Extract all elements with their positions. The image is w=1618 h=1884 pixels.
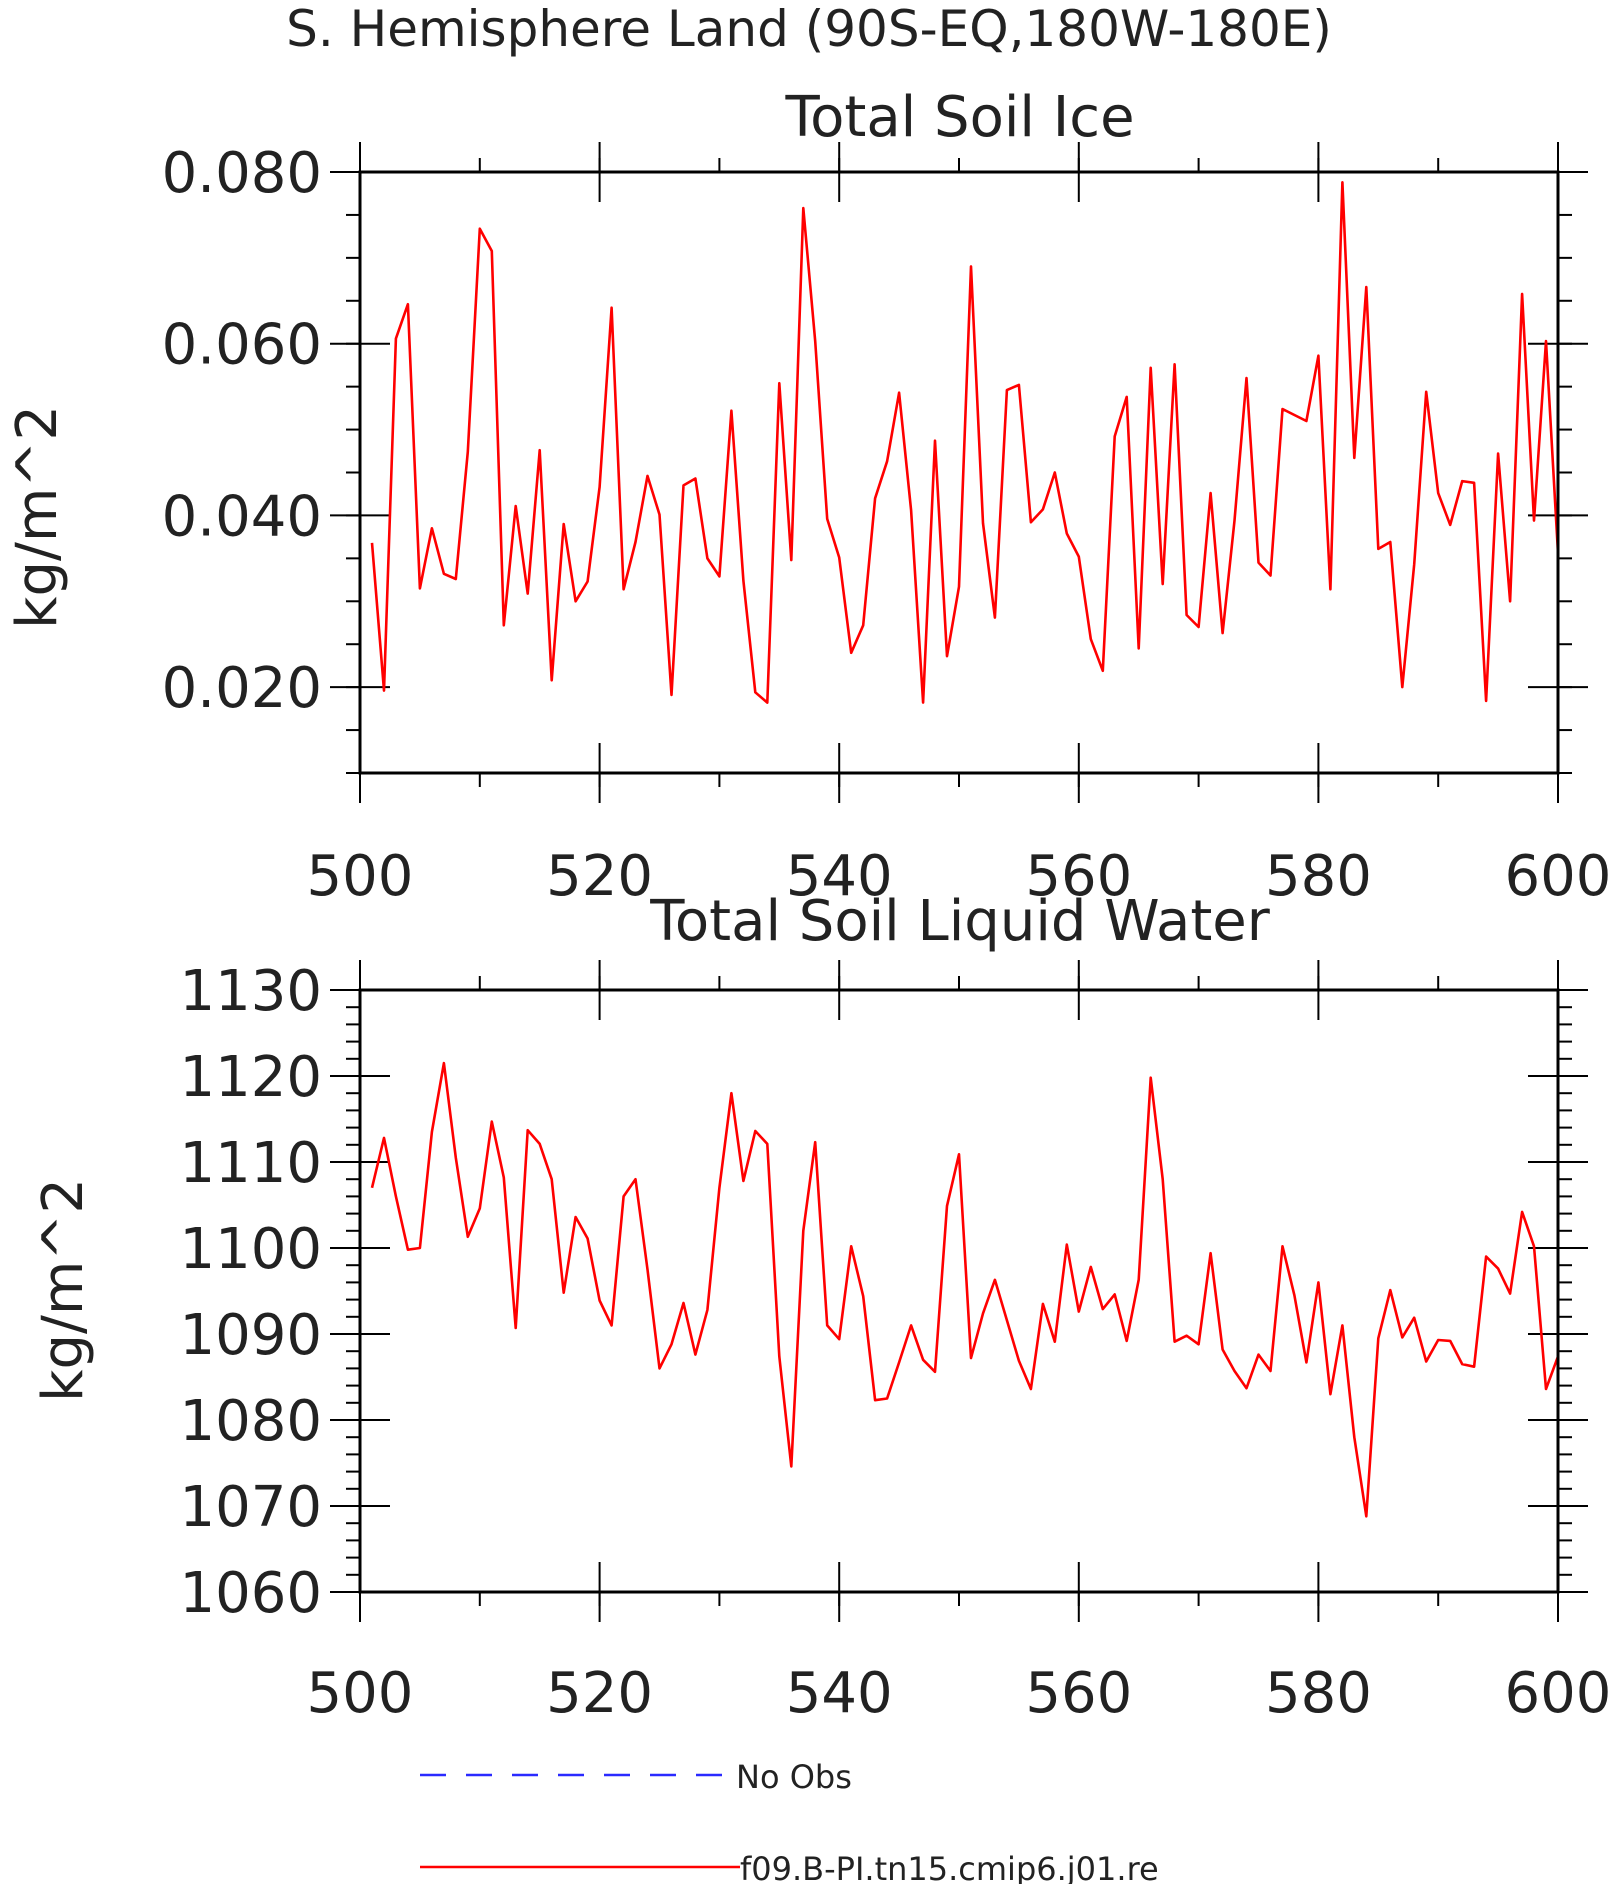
y-tick-label: 1060	[179, 1561, 322, 1626]
y-tick-label: 0.080	[162, 141, 322, 206]
y-tick-label: 1100	[179, 1217, 322, 1282]
tick-labels: 1060 1070 1080 1090 1100 1110 1120 1130 500 520 54…	[179, 959, 1611, 1726]
y-axis-label: kg/m^2	[31, 1178, 96, 1402]
x-tick-label: 560	[1025, 1661, 1132, 1726]
x-tick-label: 580	[1265, 1661, 1372, 1726]
axis-ticks	[330, 960, 1588, 1622]
legend: No Obs f09.B-PI.tn15.cmip6.j01.re	[420, 1758, 1159, 1884]
tick-labels: 0.020 0.040 0.060 0.080 500 520 540 560 580 600	[162, 141, 1612, 909]
plot-frame	[358, 988, 1560, 1594]
panel-title: Total Soil Liquid Water	[649, 889, 1271, 954]
x-tick-label: 520	[546, 844, 653, 909]
axis-ticks	[330, 142, 1588, 803]
x-tick-label: 600	[1505, 844, 1612, 909]
x-tick-label: 540	[786, 844, 893, 909]
figure-title: S. Hemisphere Land (90S-EQ,180W-180E)	[286, 0, 1332, 58]
x-tick-label: 540	[786, 1661, 893, 1726]
legend-obs-label: No Obs	[736, 1758, 852, 1796]
x-tick-label: 520	[546, 1661, 653, 1726]
y-tick-label: 1130	[179, 959, 322, 1024]
panel-title: Total Soil Ice	[784, 85, 1134, 150]
y-tick-label: 0.020	[162, 656, 322, 721]
legend-model-label: f09.B-PI.tn15.cmip6.j01.re	[740, 1850, 1159, 1884]
y-tick-label: 0.060	[162, 313, 322, 378]
y-tick-label: 1090	[179, 1303, 322, 1368]
y-tick-label: 0.040	[162, 484, 322, 549]
y-tick-label: 1080	[179, 1389, 322, 1454]
y-tick-label: 1110	[179, 1131, 322, 1196]
x-tick-label: 580	[1265, 844, 1372, 909]
series-line	[370, 181, 1560, 704]
y-axis-label: kg/m^2	[5, 405, 70, 629]
y-tick-label: 1070	[179, 1475, 322, 1540]
plot-frame	[358, 170, 1560, 775]
y-tick-label: 1120	[179, 1045, 322, 1110]
x-tick-label: 600	[1505, 1661, 1612, 1726]
x-tick-label: 500	[307, 1661, 414, 1726]
panel-total-soil-liquid-water: Total Soil Liquid Water kg/m^2 106010701…	[31, 889, 1611, 1726]
x-tick-label: 560	[1025, 844, 1132, 909]
series-line	[370, 1061, 1560, 1518]
panel-total-soil-ice: Total Soil Ice kg/m^2 0.0200.0400.0600.0…	[5, 85, 1611, 909]
x-tick-label: 500	[307, 844, 414, 909]
